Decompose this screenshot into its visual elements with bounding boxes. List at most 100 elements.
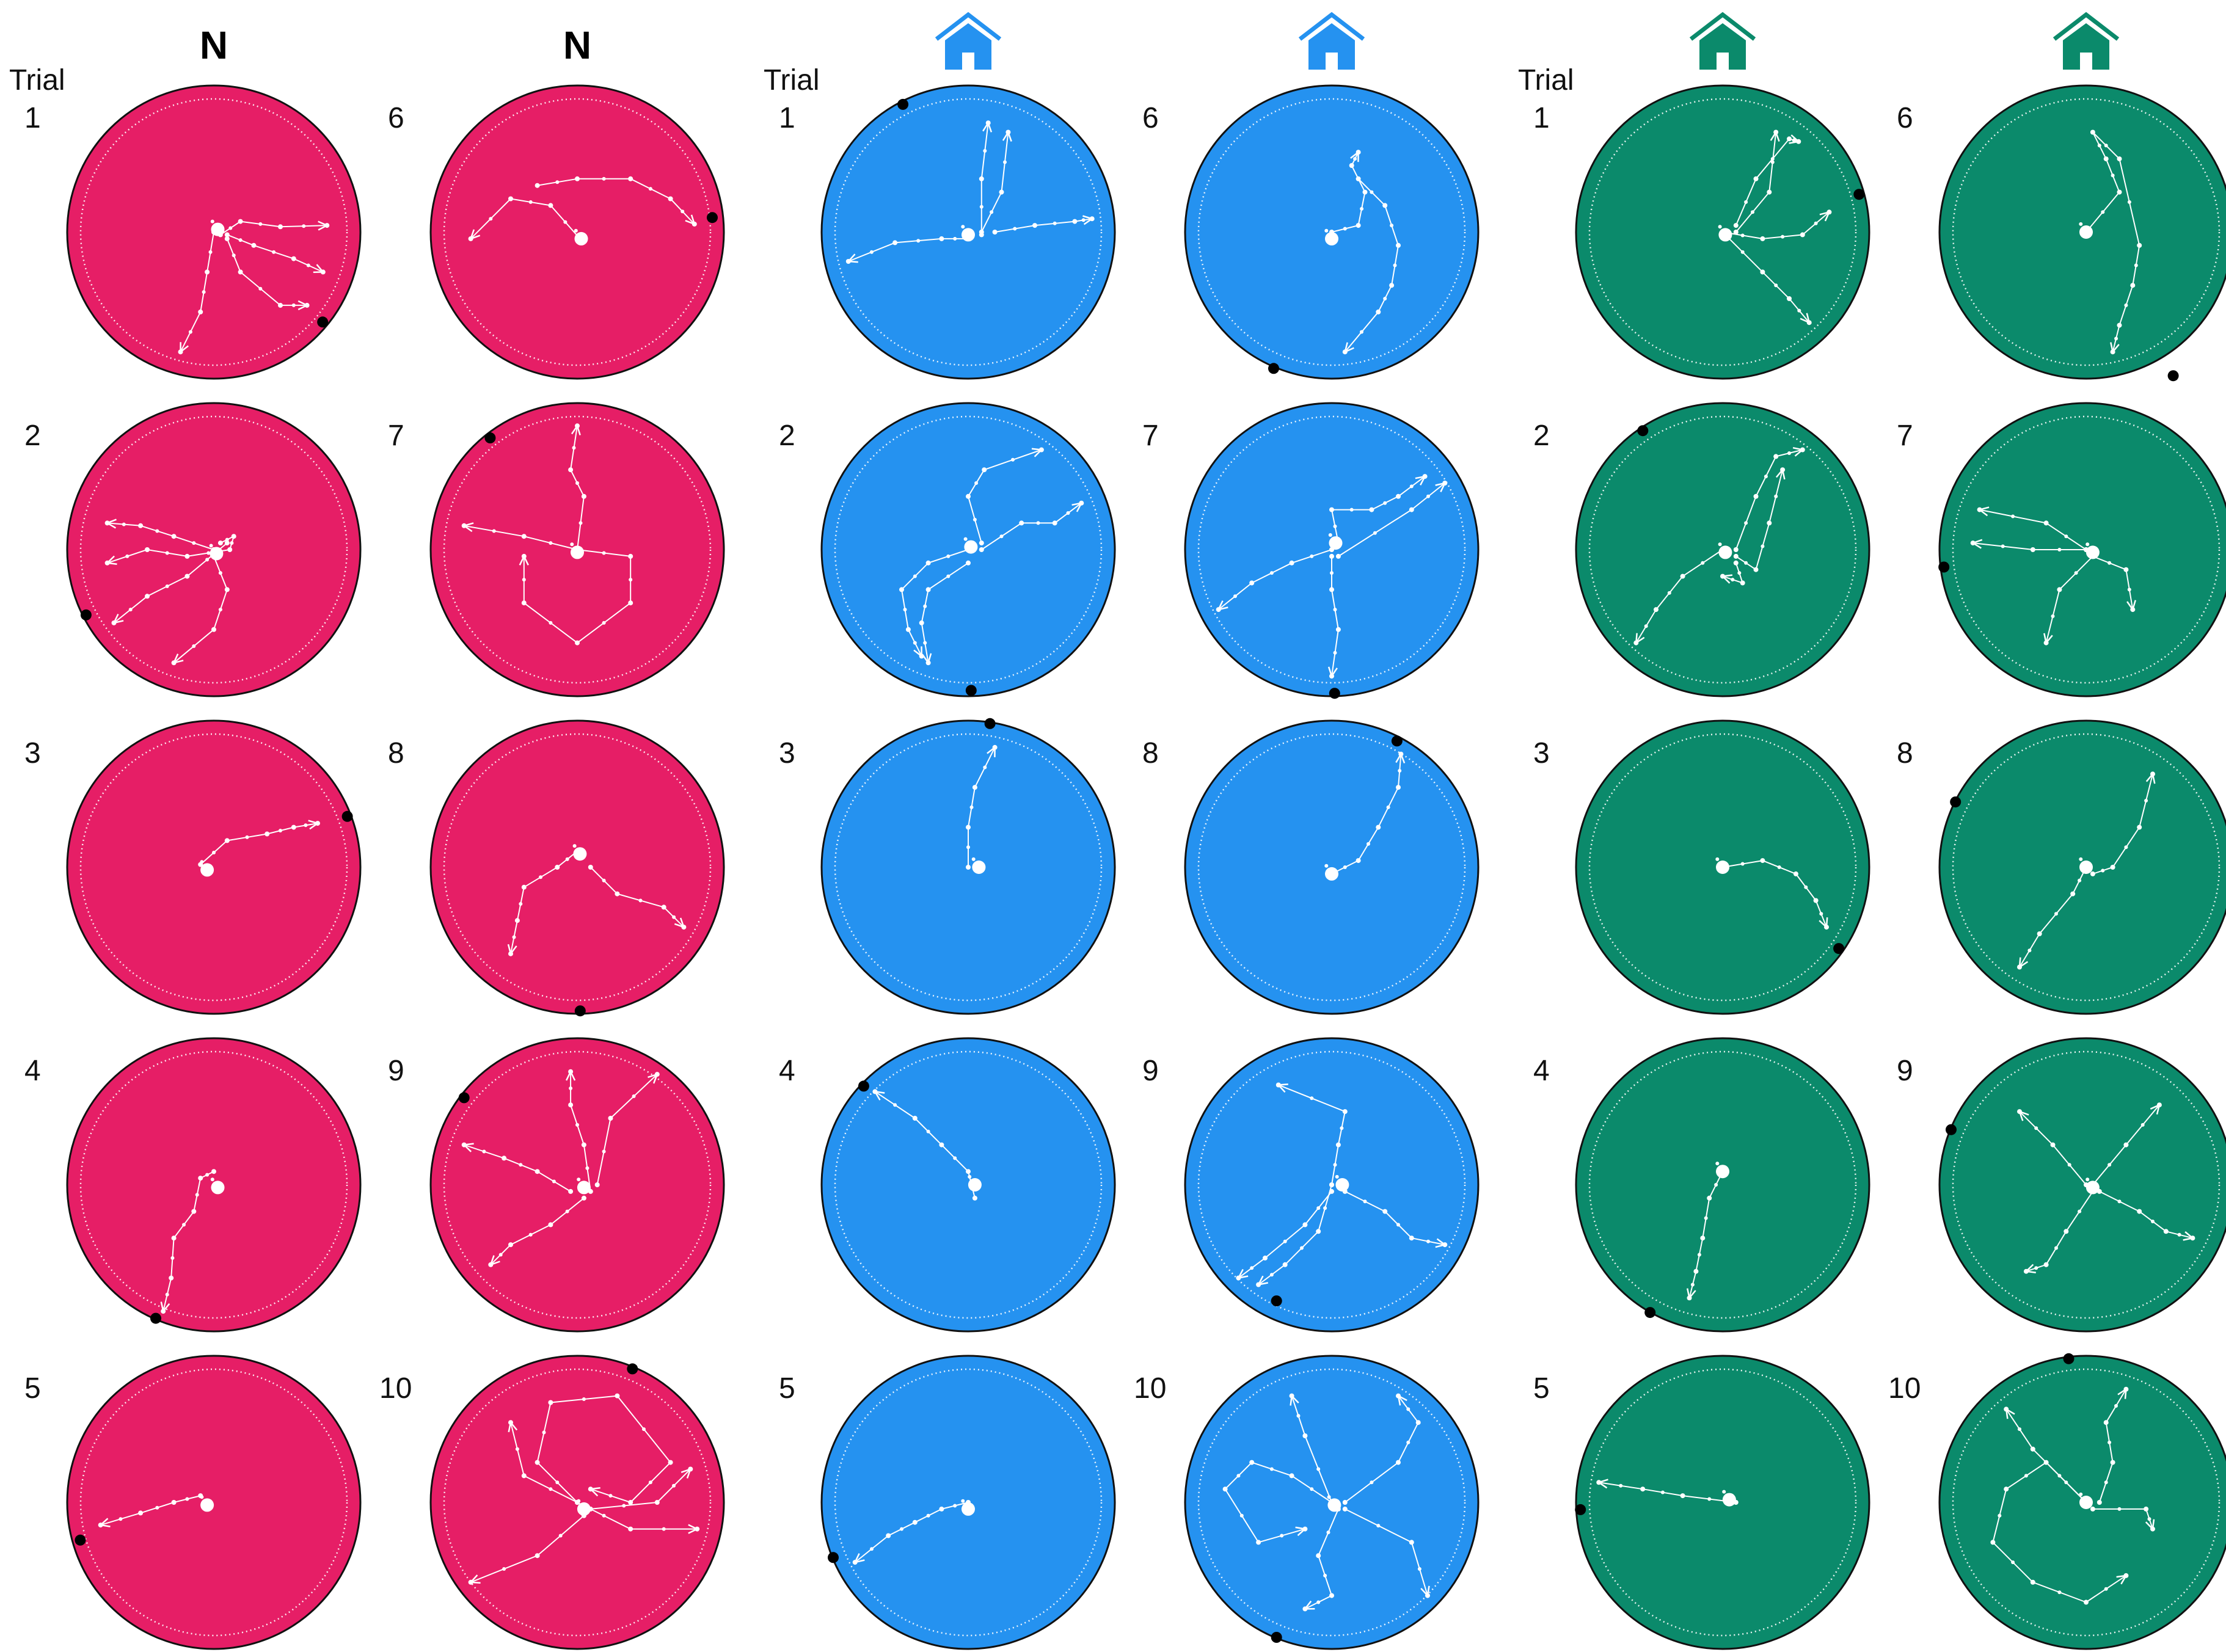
trajectory-point bbox=[1393, 263, 1397, 267]
trajectory-arrowhead bbox=[1290, 1394, 1299, 1406]
trajectory-point bbox=[913, 641, 917, 645]
trajectory-point bbox=[291, 303, 296, 307]
trajectory-point bbox=[265, 831, 270, 837]
trajectory-point bbox=[1369, 507, 1374, 512]
trajectory-arrowhead bbox=[1217, 600, 1228, 611]
trajectory-point bbox=[202, 290, 206, 294]
trajectory-point bbox=[2030, 547, 2035, 552]
trial-number: 3 bbox=[24, 737, 41, 770]
trajectory-arrowhead bbox=[2110, 342, 2120, 354]
start-cross-marker bbox=[968, 1174, 972, 1179]
trajectory-arrowhead bbox=[1071, 501, 1083, 512]
trajectory-point bbox=[205, 1173, 210, 1177]
trajectory-point bbox=[2030, 1446, 2035, 1452]
trajectory-point bbox=[2030, 1579, 2035, 1585]
trajectory-point bbox=[291, 256, 296, 261]
start-position-marker bbox=[210, 547, 224, 561]
trajectory-arrowhead bbox=[489, 1255, 500, 1266]
trajectory-point bbox=[2163, 1229, 2169, 1234]
arena-disk bbox=[66, 1355, 362, 1650]
trajectory-arrowhead bbox=[1635, 633, 1645, 645]
start-position-marker bbox=[1327, 1498, 1341, 1512]
trajectory-point bbox=[1740, 580, 1745, 586]
trajectory-arrowhead bbox=[2024, 1264, 2036, 1273]
trajectory-point bbox=[217, 540, 223, 546]
trajectory-point bbox=[548, 203, 553, 208]
exit-location-dot bbox=[458, 1092, 470, 1104]
trajectory-point bbox=[1819, 912, 1823, 916]
trajectory-point bbox=[165, 1292, 169, 1297]
trajectory-point bbox=[539, 875, 542, 879]
trajectory-arrowhead bbox=[462, 522, 474, 533]
trajectory-arrowhead bbox=[318, 220, 329, 231]
start-position-marker bbox=[1325, 867, 1338, 881]
arena-wall-dotted bbox=[1197, 1050, 1466, 1319]
trajectory-point bbox=[2103, 1420, 2109, 1425]
start-cross-marker bbox=[971, 857, 976, 861]
trajectory-point bbox=[615, 1393, 620, 1399]
trajectory-point bbox=[2123, 1142, 2129, 1148]
exit-location-dot bbox=[1329, 688, 1340, 699]
start-position-marker bbox=[2086, 1181, 2100, 1195]
trajectory-point bbox=[2004, 1486, 2009, 1492]
trajectory-point bbox=[552, 1179, 556, 1184]
exit-location-dot bbox=[80, 609, 92, 620]
trajectory-point bbox=[1774, 494, 1778, 498]
trajectory-point bbox=[1296, 1414, 1301, 1418]
trajectory-point bbox=[1744, 561, 1748, 565]
trajectory-arrowhead bbox=[1789, 134, 1801, 144]
trajectory-arrowhead bbox=[160, 1301, 170, 1313]
trajectory-point bbox=[1761, 544, 1765, 548]
trajectory-point bbox=[1773, 454, 1779, 459]
trajectory-point bbox=[145, 594, 150, 599]
trajectory-point bbox=[900, 1527, 903, 1531]
trajectory-point bbox=[1013, 227, 1017, 231]
trajectory-arrowhead bbox=[1415, 475, 1426, 486]
trajectory-arrowhead bbox=[180, 342, 189, 354]
arena-disk bbox=[66, 719, 362, 1015]
start-position-marker bbox=[1325, 231, 1338, 246]
trajectory-point bbox=[205, 558, 210, 562]
trajectory-point bbox=[1409, 507, 1414, 512]
trajectory-point bbox=[1619, 1483, 1623, 1488]
exit-location-dot bbox=[1268, 363, 1279, 374]
trajectory-point bbox=[2104, 1480, 2108, 1485]
trajectory-point bbox=[1751, 210, 1754, 214]
trajectory-arrowhead bbox=[674, 917, 685, 929]
trajectory-point bbox=[1003, 160, 1007, 164]
exit-location-dot bbox=[2167, 370, 2179, 382]
trajectory-point bbox=[1390, 224, 1394, 228]
arena-wall-dotted bbox=[834, 1368, 1103, 1637]
trajectory-point bbox=[1282, 1262, 1288, 1267]
trajectory-arrowhead bbox=[922, 653, 932, 665]
trajectory-point bbox=[1353, 157, 1357, 161]
trial-number: 3 bbox=[779, 737, 795, 770]
trajectory-point bbox=[1239, 1513, 1244, 1518]
start-cross-marker bbox=[2079, 857, 2083, 861]
trajectory-point bbox=[548, 1222, 553, 1228]
trajectory-point bbox=[145, 547, 150, 552]
trajectory-point bbox=[979, 230, 984, 235]
trajectory-arrowhead bbox=[1435, 1238, 1447, 1248]
trial-number: 3 bbox=[1533, 737, 1550, 770]
trajectory-point bbox=[2117, 156, 2122, 162]
trajectory-point bbox=[1370, 1480, 1374, 1485]
start-cross-marker bbox=[1324, 228, 1329, 233]
trajectory-point bbox=[2104, 1587, 2108, 1591]
trajectory-arrowhead bbox=[1257, 1275, 1269, 1286]
trajectory-point bbox=[171, 1235, 177, 1241]
trajectory-arrowhead bbox=[987, 746, 996, 757]
trajectory-point bbox=[2074, 571, 2078, 575]
start-cross-marker bbox=[577, 1499, 581, 1503]
trajectory-arrowhead bbox=[507, 944, 517, 956]
trajectory-point bbox=[648, 1480, 652, 1485]
start-position-marker bbox=[972, 861, 986, 874]
trajectory-point bbox=[2011, 1560, 2015, 1565]
trial-number: 6 bbox=[388, 102, 404, 134]
trajectory-point bbox=[2078, 1209, 2082, 1214]
trajectory-point bbox=[662, 1527, 666, 1531]
trajectory-point bbox=[893, 1103, 897, 1107]
trajectory-point bbox=[982, 467, 987, 473]
trajectory-arrowhead bbox=[105, 519, 117, 529]
arena-trial-2 bbox=[66, 402, 362, 697]
